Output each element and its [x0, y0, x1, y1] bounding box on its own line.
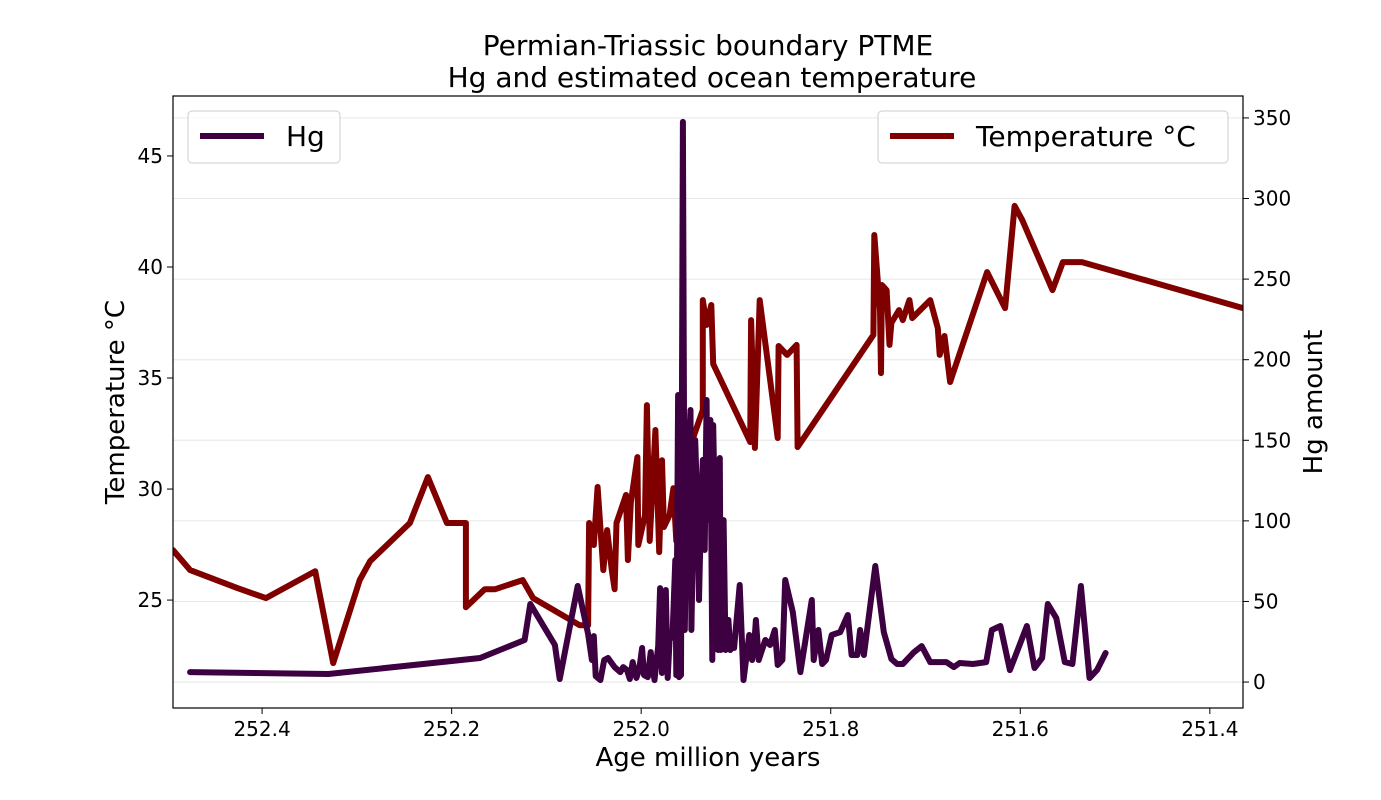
legend-temperature-label: Temperature °C [975, 120, 1196, 153]
y-right-tick-label: 300 [1253, 187, 1291, 211]
y-left-tick-label: 40 [138, 255, 163, 279]
y-left-tick-label: 45 [138, 144, 163, 168]
y-right-tick-label: 100 [1253, 509, 1291, 533]
y-left-tick-label: 25 [138, 588, 163, 612]
y-axis-right: 0 50 100 150 200 250 300 350 [1243, 106, 1291, 694]
x-tick-label: 251.8 [802, 717, 859, 741]
chart-title-line-2: Hg and estimated ocean temperature [448, 61, 977, 94]
y-right-tick-label: 0 [1253, 670, 1266, 694]
x-axis-label: Age million years [596, 743, 821, 773]
x-tick-label: 251.4 [1181, 717, 1238, 741]
x-axis: 252.4 252.2 252.0 251.8 251.6 251.4 [233, 708, 1238, 741]
y-left-tick-label: 35 [138, 366, 163, 390]
legend-hg-label: Hg [286, 120, 325, 153]
y-axis-right-label: Hg amount [1299, 330, 1329, 475]
legend-hg: Hg [187, 110, 341, 164]
y-axis-left: 25 30 35 40 45 [138, 144, 173, 612]
x-tick-label: 252.4 [233, 717, 290, 741]
x-tick-label: 252.2 [423, 717, 480, 741]
y-right-tick-label: 150 [1253, 428, 1291, 452]
x-tick-label: 251.6 [992, 717, 1049, 741]
y-axis-left-label: Temperature °C [101, 300, 131, 505]
y-right-tick-label: 200 [1253, 348, 1291, 372]
x-tick-label: 252.0 [613, 717, 670, 741]
chart-title-line-1: Permian-Triassic boundary PTME [483, 29, 933, 62]
plot-frame [172, 95, 1244, 709]
y-right-tick-label: 250 [1253, 267, 1291, 291]
legend-temperature: Temperature °C [877, 110, 1229, 164]
y-right-tick-label: 50 [1253, 589, 1278, 613]
series-group [173, 118, 1243, 684]
y-left-tick-label: 30 [138, 477, 163, 501]
legend-temperature-box [877, 110, 1229, 164]
series-line-hg [187, 118, 1109, 684]
y-right-tick-label: 350 [1253, 106, 1291, 130]
